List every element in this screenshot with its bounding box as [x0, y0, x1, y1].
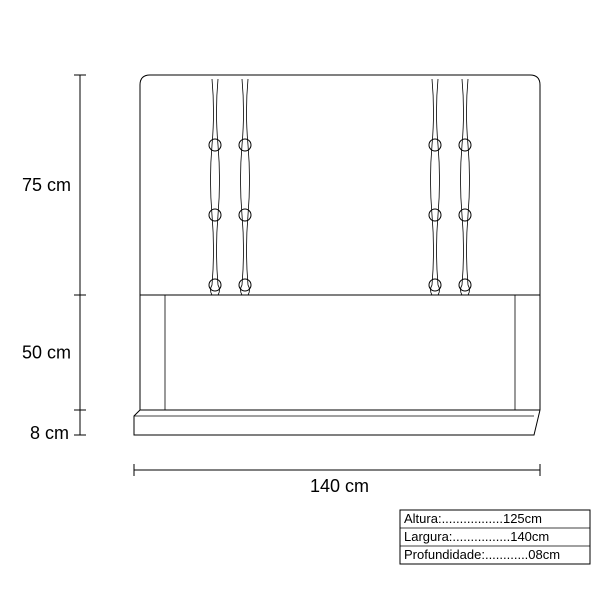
tuft-button: [239, 279, 251, 291]
upper-panel: [140, 75, 540, 295]
dim-width-label: 140 cm: [310, 476, 369, 496]
tuft-button: [209, 209, 221, 221]
tuft-button: [239, 209, 251, 221]
spec-leader: Profundidade:............08cm: [404, 547, 560, 562]
tuft-seam: [431, 79, 434, 295]
spec-leader: Altura:.................125cm: [404, 511, 542, 526]
tuft-button: [429, 209, 441, 221]
tuft-seam: [461, 79, 464, 295]
tuft-button: [429, 279, 441, 291]
tuft-seam: [211, 79, 214, 295]
dim-upper-label: 75 cm: [22, 175, 71, 195]
tuft-button: [239, 139, 251, 151]
tuft-button: [209, 279, 221, 291]
spec-leader: Largura:................140cm: [404, 529, 549, 544]
tuft-button: [459, 139, 471, 151]
tuft-seam: [241, 79, 244, 295]
tuft-button: [209, 139, 221, 151]
tuft-button: [459, 279, 471, 291]
depth-edge: [134, 410, 540, 435]
tuft-button: [429, 139, 441, 151]
headboard-diagram: 75 cm 50 cm 8 cm 140 cm Altura:.............…: [0, 0, 600, 600]
dim-depth-label: 8 cm: [30, 423, 69, 443]
tuft-button: [459, 209, 471, 221]
dim-lower-label: 50 cm: [22, 343, 71, 363]
